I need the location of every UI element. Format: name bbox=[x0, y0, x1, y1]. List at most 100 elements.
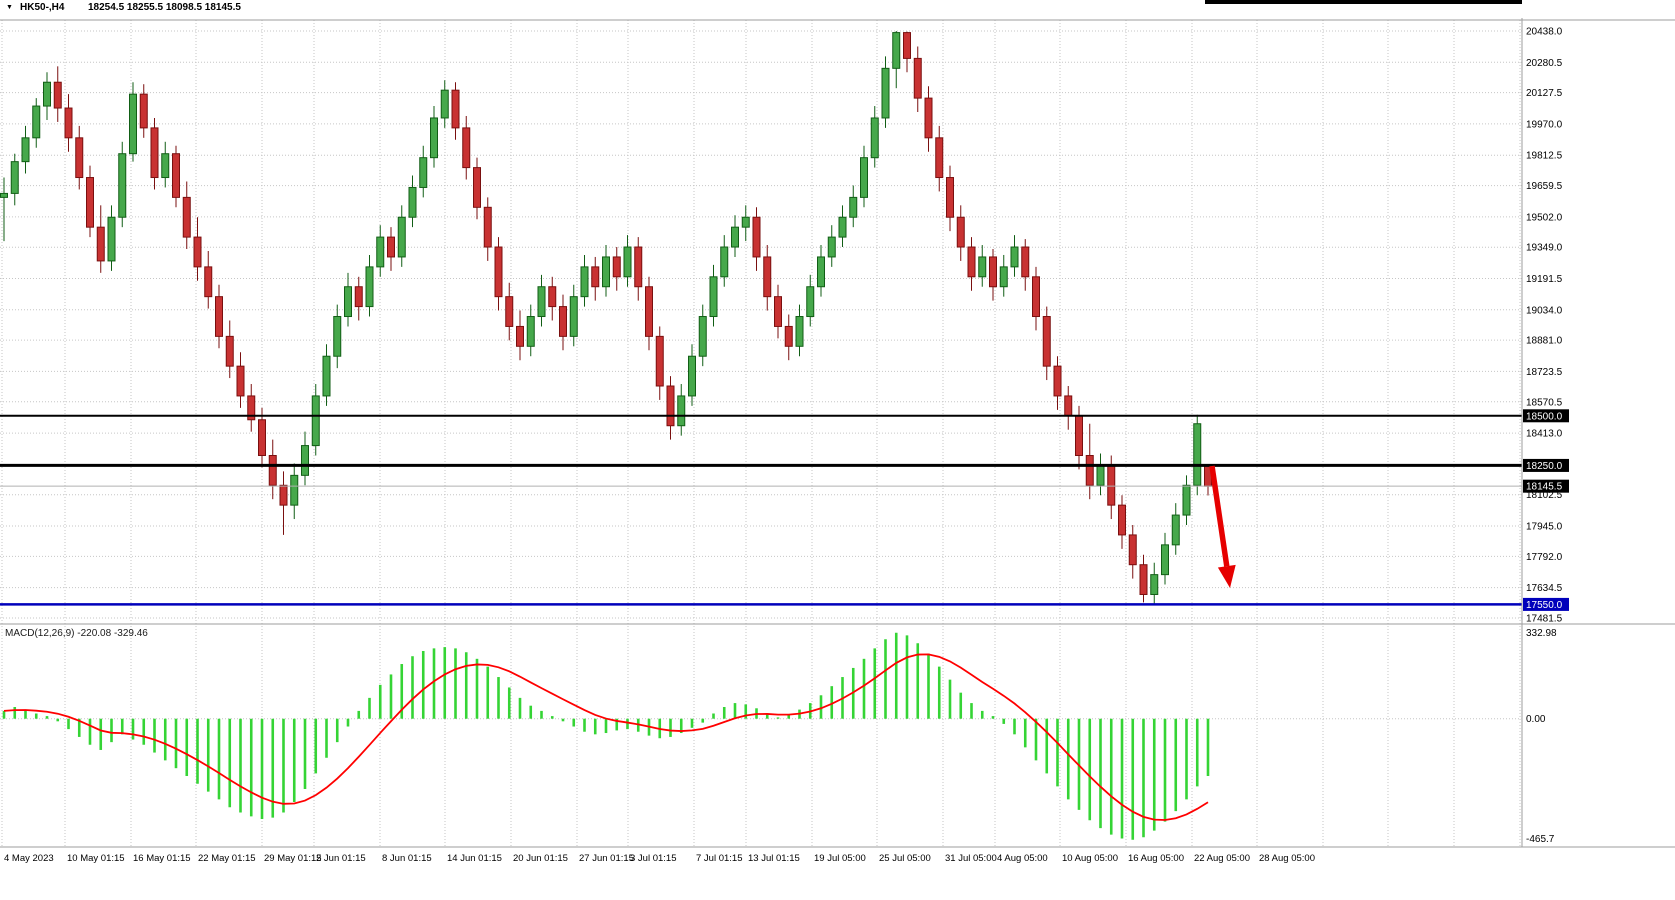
candle-bull bbox=[860, 157, 868, 198]
price-axis-label: 18881.0 bbox=[1526, 336, 1563, 347]
candle-bull bbox=[10, 161, 19, 194]
time-axis-label: 7 Jul 01:15 bbox=[696, 853, 742, 864]
candle-bull bbox=[698, 316, 707, 357]
price-axis-label: 20280.5 bbox=[1526, 58, 1563, 69]
candle-bear bbox=[946, 177, 954, 218]
candle-bull bbox=[892, 32, 901, 69]
macd-indicator-label: MACD(12,26,9) -220.08 -329.46 bbox=[5, 628, 148, 639]
candle-bull bbox=[1150, 574, 1159, 595]
time-axis-label: 10 Aug 05:00 bbox=[1062, 853, 1118, 864]
time-axis-label: 20 Jun 01:15 bbox=[513, 853, 568, 864]
candle-bull bbox=[301, 445, 309, 476]
candle-bull bbox=[118, 153, 127, 218]
time-axis-label: 4 Aug 05:00 bbox=[997, 853, 1048, 864]
candle-bull bbox=[677, 395, 686, 427]
candle-bull bbox=[311, 395, 320, 447]
price-badge bbox=[1523, 597, 1569, 611]
candle-bear bbox=[150, 127, 159, 179]
candle-bear bbox=[666, 385, 675, 427]
candle-bear bbox=[1107, 464, 1116, 506]
candle-bear bbox=[215, 296, 223, 337]
trend-arrow-shaft[interactable] bbox=[1209, 465, 1230, 567]
candle-bear bbox=[354, 286, 363, 308]
candle-bear bbox=[634, 246, 643, 288]
candle-bull bbox=[430, 117, 438, 159]
candle-bear bbox=[612, 256, 621, 278]
candle-bear bbox=[1075, 415, 1083, 456]
price-axis-label: 19191.5 bbox=[1526, 274, 1563, 285]
price-axis-label: 19349.0 bbox=[1526, 243, 1563, 254]
candle-bear bbox=[268, 454, 277, 486]
candle-bear bbox=[784, 325, 793, 347]
candle-bull bbox=[1171, 514, 1180, 546]
scrollbar-thumb[interactable] bbox=[1205, 0, 1522, 4]
candle-bear bbox=[1053, 365, 1062, 397]
time-axis-label: 8 Jun 01:15 bbox=[382, 853, 432, 864]
price-axis-label: 19659.5 bbox=[1526, 181, 1563, 192]
price-badge bbox=[1523, 458, 1569, 472]
candle-bull bbox=[817, 256, 825, 288]
candle-bear bbox=[505, 296, 514, 327]
candle-bear bbox=[774, 296, 782, 327]
candle-bear bbox=[64, 107, 73, 139]
price-axis-label: 20127.5 bbox=[1526, 88, 1563, 99]
candle-bull bbox=[849, 196, 858, 218]
time-axis-label: 27 Jun 01:15 bbox=[579, 853, 634, 864]
candle-bull bbox=[43, 81, 51, 107]
macd-axis-min: -465.7 bbox=[1526, 834, 1555, 845]
candle-bear bbox=[494, 246, 503, 298]
price-badge-label: 18500.0 bbox=[1526, 411, 1563, 422]
candle-bear bbox=[516, 325, 524, 347]
price-axis-label: 17792.0 bbox=[1526, 552, 1563, 563]
price-axis-label: 19970.0 bbox=[1526, 119, 1563, 130]
candle-bull bbox=[322, 355, 331, 397]
candle-bear bbox=[236, 365, 245, 397]
candle-bull bbox=[161, 153, 170, 179]
candle-bear bbox=[1021, 246, 1030, 278]
symbol-dropdown-icon[interactable]: ▼ bbox=[6, 4, 13, 11]
candle-bear bbox=[96, 226, 105, 262]
candle-bull bbox=[795, 316, 804, 347]
candle-bear bbox=[1118, 504, 1126, 536]
candle-bull bbox=[107, 216, 116, 262]
candle-bear bbox=[967, 246, 976, 278]
candle-bull bbox=[129, 93, 137, 155]
candle-bull bbox=[537, 286, 546, 318]
candle-bear bbox=[913, 57, 922, 99]
macd-axis-max: 332.98 bbox=[1526, 628, 1557, 639]
candle-bull bbox=[0, 192, 8, 198]
candle-bear bbox=[204, 266, 213, 298]
candle-bear bbox=[75, 137, 84, 179]
candle-bull bbox=[419, 157, 428, 188]
time-axis-label: 19 Jul 05:00 bbox=[814, 853, 866, 864]
price-axis-label: 19034.0 bbox=[1526, 305, 1563, 316]
candle-bear bbox=[247, 395, 256, 421]
candle-bear bbox=[924, 97, 933, 139]
candle-bull bbox=[1010, 246, 1019, 268]
price-axis-label: 20438.0 bbox=[1526, 27, 1563, 38]
candle-bull bbox=[408, 186, 417, 218]
candle-bear bbox=[1085, 454, 1094, 486]
candle-bear bbox=[1128, 534, 1137, 566]
price-badge-label: 17550.0 bbox=[1526, 600, 1563, 611]
candle-bear bbox=[903, 32, 911, 59]
candle-bull bbox=[741, 216, 750, 228]
candle-bull bbox=[731, 226, 739, 248]
price-axis[interactable] bbox=[1522, 18, 1675, 847]
price-axis-label: 17481.5 bbox=[1526, 614, 1563, 625]
candle-bear bbox=[258, 419, 266, 456]
time-axis-label: 29 May 01:15 bbox=[264, 853, 322, 864]
time-axis-label: 10 May 01:15 bbox=[67, 853, 125, 864]
time-axis-label: 31 Jul 05:00 bbox=[945, 853, 997, 864]
time-axis-label: 3 Jul 01:15 bbox=[630, 853, 676, 864]
candle-bear bbox=[451, 89, 460, 129]
candle-bull bbox=[1182, 484, 1191, 516]
candle-bull bbox=[978, 256, 987, 278]
candle-bull bbox=[999, 266, 1008, 288]
trend-arrow-head[interactable] bbox=[1217, 564, 1236, 588]
candle-bull bbox=[333, 316, 342, 357]
chart-canvas[interactable]: 4 May 2023 10 May 01:15 16 May 01:15 22 May… bbox=[0, 18, 1675, 900]
candle-bear bbox=[655, 335, 664, 387]
time-axis[interactable] bbox=[0, 847, 1675, 900]
symbol-period-label: HK50-,H4 bbox=[20, 2, 65, 13]
